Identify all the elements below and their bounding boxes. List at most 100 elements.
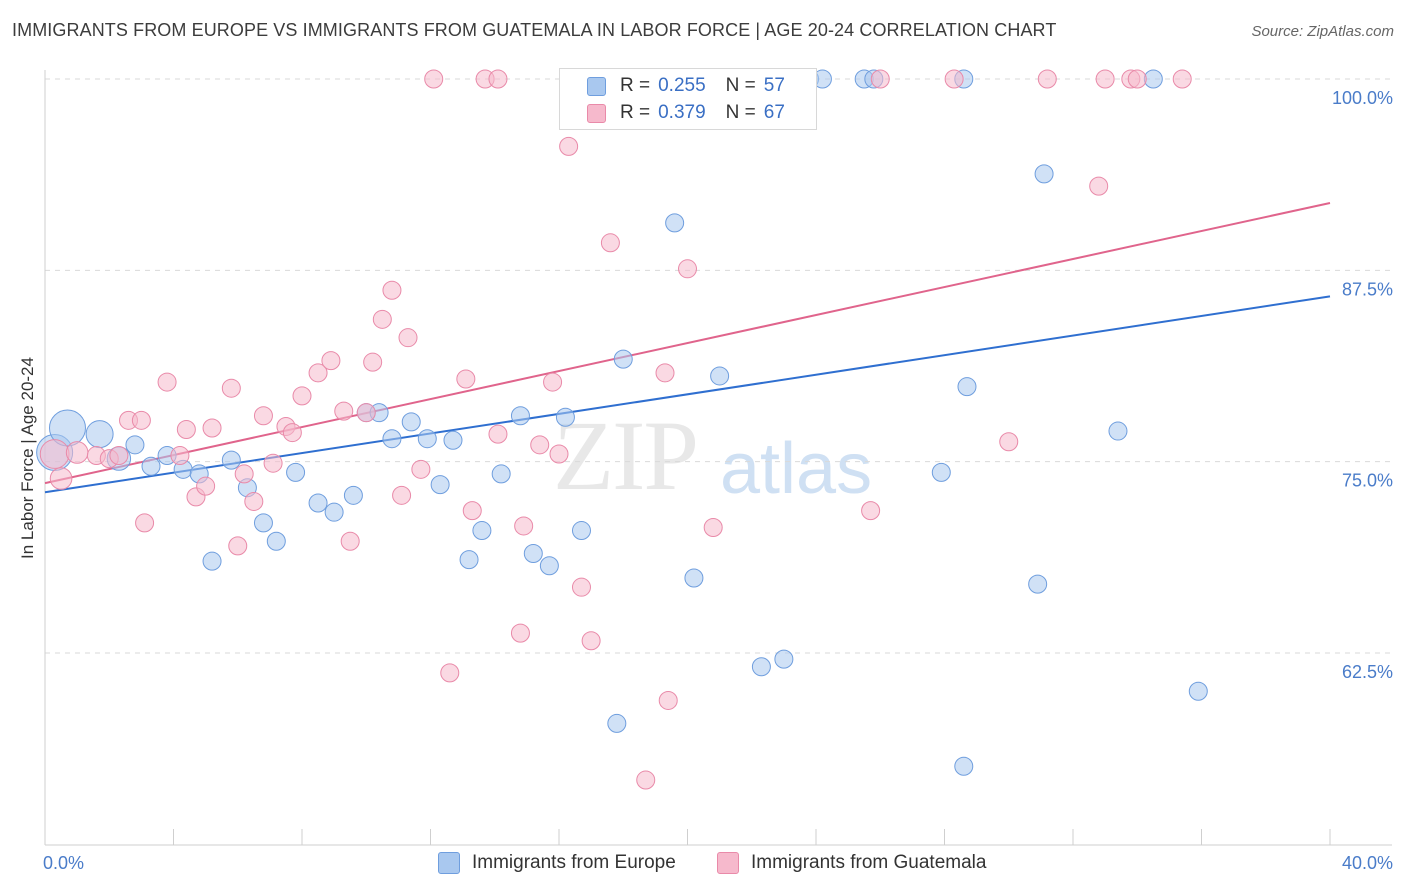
point-guatemala — [109, 446, 129, 466]
legend-n-label: N = — [725, 75, 756, 96]
point-guatemala — [424, 69, 444, 89]
chart-title: IMMIGRANTS FROM EUROPE VS IMMIGRANTS FRO… — [12, 20, 1057, 40]
legend-swatch-guatemala — [587, 103, 606, 123]
point-guatemala — [655, 363, 675, 383]
trend-lines — [44, 202, 1331, 494]
point-guatemala — [340, 531, 360, 551]
point-europe — [85, 420, 114, 449]
legend-item-guatemala: Immigrants from Guatemala — [717, 852, 986, 874]
point-guatemala — [234, 464, 254, 484]
legend-item-europe: Immigrants from Europe — [438, 852, 676, 874]
point-guatemala — [658, 690, 678, 710]
point-guatemala — [321, 351, 341, 371]
point-guatemala — [510, 623, 530, 643]
point-europe — [665, 213, 685, 233]
point-guatemala — [944, 69, 964, 89]
point-guatemala — [581, 631, 601, 651]
point-guatemala — [549, 444, 569, 464]
point-europe — [221, 450, 241, 470]
point-europe — [253, 513, 273, 533]
legend-label-guatemala: Immigrants from Guatemala — [751, 852, 987, 873]
point-guatemala — [559, 136, 579, 156]
legend-swatch-guatemala — [717, 852, 739, 874]
point-guatemala — [282, 423, 302, 443]
point-guatemala — [372, 309, 392, 329]
point-europe — [491, 464, 511, 484]
point-guatemala — [176, 420, 196, 440]
point-guatemala — [49, 467, 73, 490]
point-guatemala — [999, 432, 1019, 452]
trend-line-europe — [44, 295, 1331, 494]
point-europe — [510, 406, 530, 426]
point-guatemala — [65, 441, 89, 464]
point-europe — [1188, 681, 1208, 701]
point-guatemala — [678, 259, 697, 279]
point-europe — [613, 349, 633, 369]
point-europe — [957, 377, 977, 397]
series-legend: Immigrants from Europe Immigrants from G… — [0, 852, 1406, 878]
legend-r-label: R = — [620, 75, 651, 96]
point-guatemala — [398, 328, 418, 348]
point-guatemala — [1089, 176, 1109, 196]
point-guatemala — [392, 485, 412, 505]
legend-n-value: 57 — [763, 75, 785, 96]
point-guatemala — [703, 517, 723, 537]
watermark-zip: ZIP — [553, 400, 699, 511]
point-guatemala — [1172, 69, 1192, 89]
legend-label-europe: Immigrants from Europe — [472, 852, 676, 873]
point-europe — [308, 493, 328, 513]
source-credit: Source: ZipAtlas.com — [1251, 23, 1394, 40]
point-europe — [523, 544, 543, 564]
point-guatemala — [514, 516, 534, 536]
gridlines — [45, 78, 1392, 654]
point-guatemala — [263, 453, 283, 473]
point-europe — [684, 568, 704, 588]
data-points — [36, 69, 1208, 790]
point-europe — [1143, 69, 1163, 89]
point-guatemala — [870, 69, 890, 89]
point-guatemala — [39, 439, 70, 469]
point-guatemala — [571, 577, 591, 597]
point-europe — [710, 366, 730, 386]
point-guatemala — [543, 372, 563, 392]
point-europe — [141, 456, 161, 476]
point-europe — [417, 429, 437, 449]
point-europe — [774, 649, 794, 669]
legend-r-value: 0.379 — [658, 102, 706, 123]
point-europe — [266, 531, 286, 551]
point-guatemala — [382, 280, 402, 300]
axes — [44, 70, 1392, 846]
point-europe — [324, 502, 344, 522]
x-tick-label: 40.0% — [1342, 853, 1393, 873]
point-europe — [459, 550, 479, 570]
point-guatemala — [131, 410, 151, 430]
legend-swatch-europe — [587, 76, 606, 96]
legend-n-label: N = — [725, 102, 756, 123]
point-guatemala — [440, 663, 460, 683]
point-guatemala — [861, 501, 881, 521]
point-europe — [48, 409, 86, 447]
point-europe — [443, 430, 463, 450]
point-europe — [430, 475, 450, 495]
point-europe — [343, 485, 363, 505]
y-axis-label: In Labor Force | Age 20-24 — [18, 357, 37, 559]
point-guatemala — [1095, 69, 1115, 89]
point-guatemala — [228, 536, 248, 556]
point-europe — [401, 412, 421, 432]
point-guatemala — [530, 435, 550, 455]
legend-row-europe: R = 0.255 N = 57 — [587, 74, 785, 98]
point-europe — [125, 435, 145, 455]
point-europe — [555, 407, 575, 427]
point-guatemala — [488, 69, 508, 89]
point-guatemala — [600, 233, 620, 253]
point-guatemala — [196, 476, 216, 496]
y-tick-label: 75.0% — [1342, 471, 1393, 491]
point-europe — [751, 657, 771, 677]
point-europe — [1108, 421, 1128, 441]
point-guatemala — [135, 513, 155, 533]
legend-swatch-europe — [438, 852, 460, 874]
legend-r-value: 0.255 — [658, 75, 706, 96]
point-europe — [539, 556, 559, 576]
point-europe — [1034, 164, 1054, 184]
